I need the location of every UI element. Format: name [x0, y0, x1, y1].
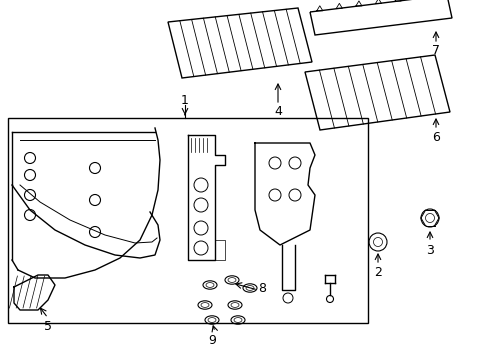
Text: 4: 4: [273, 105, 282, 118]
Bar: [8, 118, 367, 323]
Text: 6: 6: [431, 131, 439, 144]
Text: 5: 5: [44, 320, 52, 333]
Text: 8: 8: [258, 282, 265, 294]
Text: 9: 9: [207, 333, 216, 346]
Text: 7: 7: [431, 44, 439, 57]
Text: 2: 2: [373, 265, 381, 279]
Text: 3: 3: [425, 243, 433, 256]
Text: 1: 1: [181, 94, 188, 107]
